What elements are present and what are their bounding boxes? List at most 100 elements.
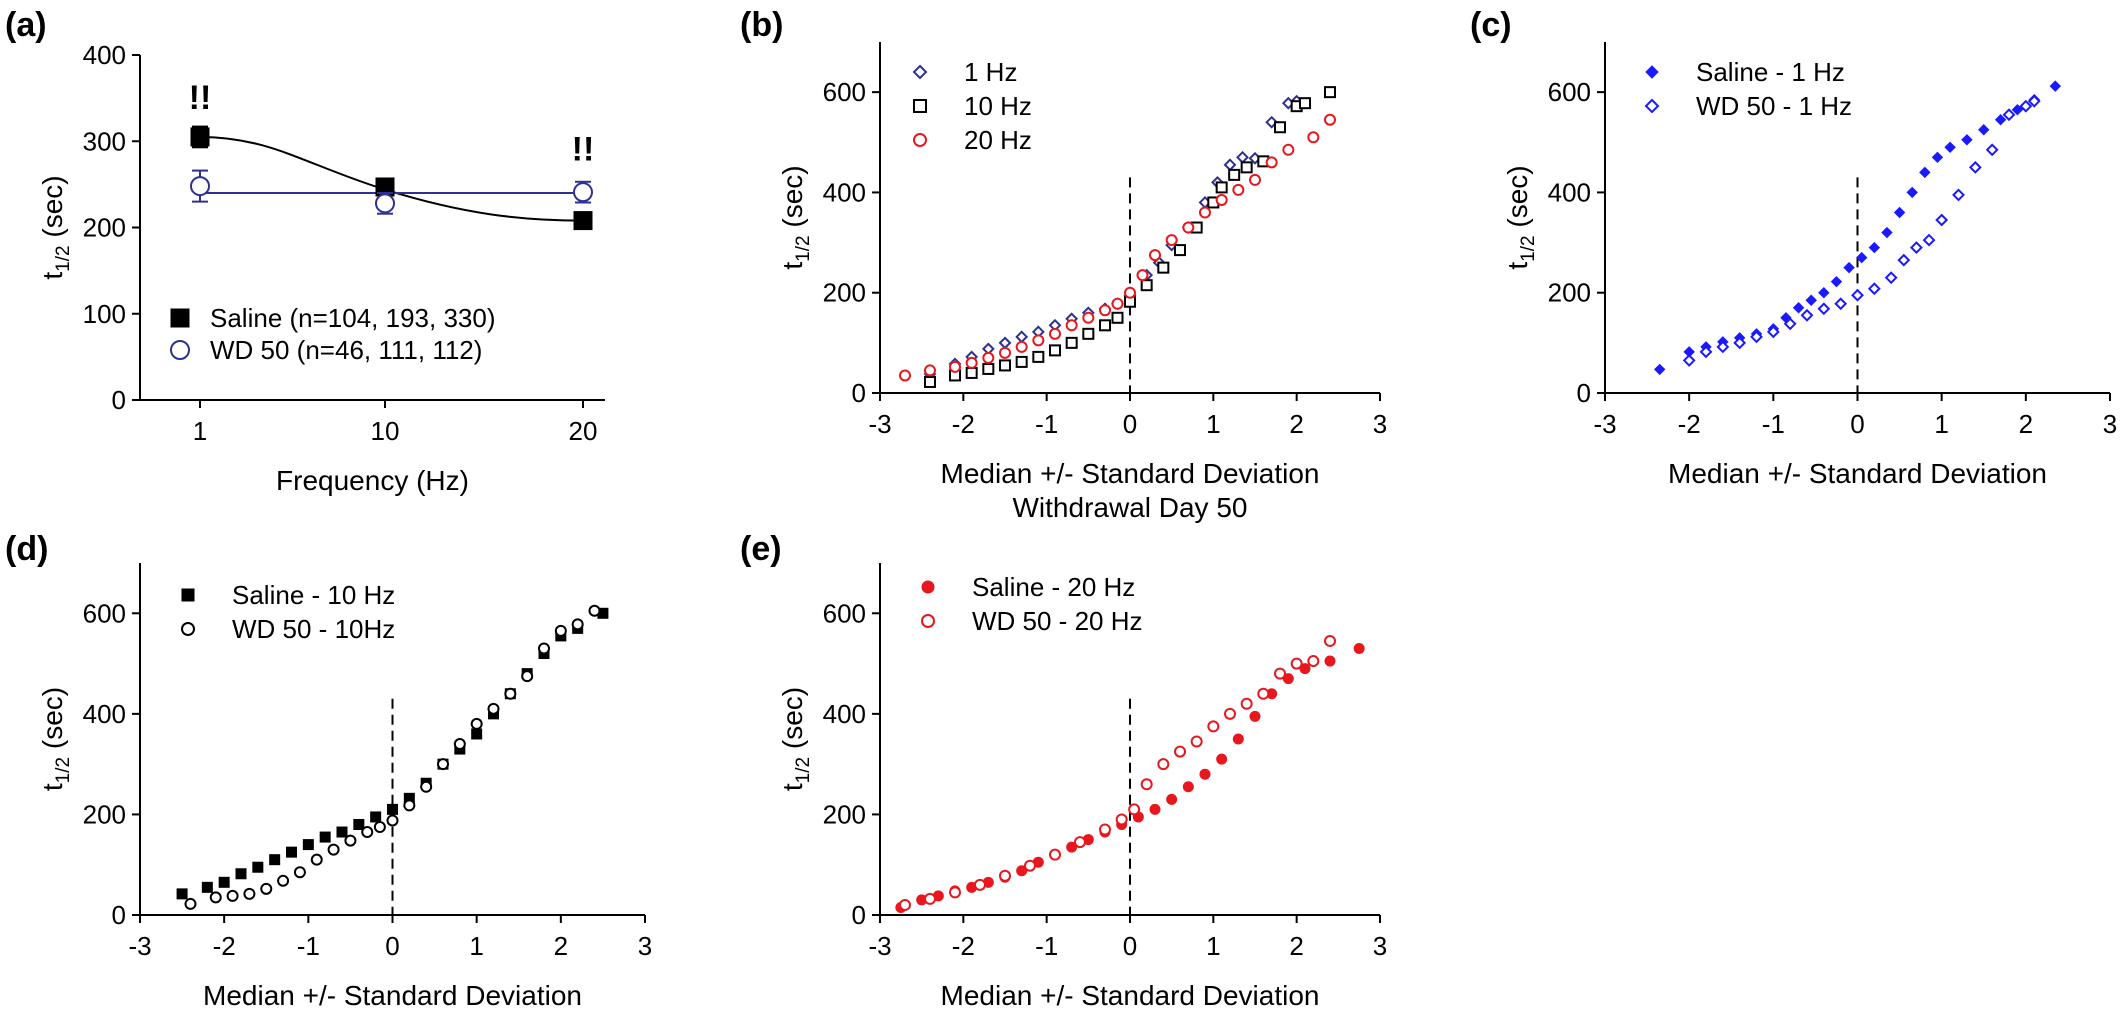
data-point bbox=[1157, 261, 1170, 274]
legend-label: WD 50 - 1 Hz bbox=[1696, 91, 1852, 121]
y-tick-label: 200 bbox=[1548, 278, 1591, 308]
data-point bbox=[1733, 336, 1747, 350]
data-point bbox=[1082, 311, 1095, 324]
data-point bbox=[1236, 150, 1249, 164]
data-point bbox=[1215, 193, 1228, 206]
data-point bbox=[327, 843, 340, 856]
data-point bbox=[1716, 340, 1730, 354]
panel-b: (b) 0 200 400 600 -3 -2 -1 0 1 2 3 Median +/- Standa… bbox=[740, 6, 1387, 523]
data-point bbox=[1282, 143, 1295, 156]
x-tick-label: 0 bbox=[1850, 409, 1864, 439]
y-tick-label: 600 bbox=[1548, 77, 1591, 107]
legend-marker bbox=[913, 99, 927, 113]
data-point bbox=[1324, 86, 1336, 99]
x-tick-label: 0 bbox=[1123, 931, 1137, 961]
x-axis-label: Frequency (Hz) bbox=[276, 465, 469, 496]
data-point bbox=[1353, 642, 1365, 654]
y-tick-label: 0 bbox=[852, 378, 866, 408]
data-point bbox=[2049, 80, 2061, 92]
series-1 bbox=[895, 642, 1365, 913]
data-point bbox=[243, 887, 256, 900]
data-point bbox=[1224, 707, 1236, 720]
data-point bbox=[1115, 813, 1128, 826]
x-tick-label: 1 bbox=[193, 416, 207, 446]
data-point bbox=[999, 869, 1011, 882]
data-point bbox=[1215, 181, 1228, 194]
x-tick-label: 3 bbox=[1373, 931, 1387, 961]
data-point bbox=[1174, 244, 1186, 257]
data-point bbox=[1274, 121, 1286, 134]
legend-label: Saline - 1 Hz bbox=[1696, 57, 1845, 87]
data-point bbox=[1199, 768, 1211, 780]
data-point bbox=[1249, 173, 1261, 186]
data-point bbox=[899, 898, 911, 911]
x-tick-label: 3 bbox=[2103, 409, 2117, 439]
data-point bbox=[1290, 657, 1303, 670]
data-point bbox=[1818, 287, 1830, 299]
data-point bbox=[1944, 141, 1956, 154]
data-point bbox=[999, 359, 1011, 372]
data-point bbox=[1307, 131, 1320, 144]
x-axis-label: Median +/- Standard Deviation bbox=[1668, 458, 2047, 489]
data-point bbox=[1249, 710, 1261, 722]
data-point bbox=[1015, 355, 1028, 368]
data-point bbox=[1961, 134, 1973, 146]
data-point bbox=[1307, 655, 1320, 668]
legend-label: 20 Hz bbox=[964, 125, 1032, 155]
data-point bbox=[1654, 363, 1666, 376]
data-point bbox=[226, 889, 239, 902]
data-point bbox=[1324, 655, 1336, 667]
data-point bbox=[1124, 286, 1136, 299]
x-axis-label: Median +/- Standard Deviation bbox=[941, 980, 1320, 1011]
data-point bbox=[1324, 113, 1336, 126]
panel-label: (c) bbox=[1470, 6, 1512, 44]
x-tick-label: -3 bbox=[128, 931, 151, 961]
data-point bbox=[1032, 350, 1045, 363]
data-point bbox=[370, 811, 382, 823]
x-tick-label: -3 bbox=[868, 931, 891, 961]
data-point bbox=[899, 369, 911, 382]
x-tick-label: 1 bbox=[1206, 931, 1220, 961]
data-point bbox=[554, 624, 567, 637]
data-point bbox=[1935, 213, 1949, 227]
data-point bbox=[269, 854, 281, 866]
data-point bbox=[1817, 302, 1831, 316]
series-3 bbox=[899, 113, 1336, 382]
data-point bbox=[1851, 288, 1864, 302]
data-point bbox=[2027, 94, 2041, 108]
y-tick-label: 400 bbox=[83, 699, 126, 729]
data-point bbox=[1182, 781, 1194, 793]
data-point bbox=[361, 826, 374, 839]
data-point bbox=[1994, 114, 2007, 126]
x-axis-label-2: Withdrawal Day 50 bbox=[1013, 492, 1248, 523]
data-point bbox=[235, 868, 247, 880]
panel-c: (c) 0 200 400 600 -3 -2 -1 0 1 2 3 Median +/- Standa… bbox=[1470, 6, 2117, 489]
x-tick-label: 10 bbox=[371, 416, 400, 446]
data-point bbox=[387, 803, 398, 815]
data-point bbox=[521, 670, 534, 683]
data-point bbox=[310, 853, 323, 866]
data-point bbox=[1919, 166, 1931, 179]
data-point bbox=[344, 834, 357, 847]
x-axis-label: Median +/- Standard Deviation bbox=[203, 980, 582, 1011]
data-point bbox=[218, 876, 230, 888]
legend-marker bbox=[921, 614, 935, 628]
y-tick-label: 400 bbox=[823, 177, 866, 207]
data-point bbox=[1867, 282, 1881, 296]
series-2 bbox=[924, 86, 1336, 388]
data-point bbox=[999, 346, 1011, 359]
data-point bbox=[1157, 758, 1170, 771]
data-point bbox=[1910, 241, 1923, 254]
x-tick-label: -3 bbox=[868, 409, 891, 439]
data-point bbox=[949, 886, 961, 899]
data-point bbox=[1149, 249, 1161, 262]
data-point bbox=[420, 780, 433, 793]
data-point bbox=[1199, 206, 1211, 219]
y-tick-label: 600 bbox=[823, 77, 866, 107]
data-point bbox=[1699, 345, 1713, 359]
x-tick-label: 0 bbox=[1123, 409, 1137, 439]
data-point bbox=[924, 892, 936, 905]
data-point bbox=[1805, 294, 1817, 306]
x-tick-label: 1 bbox=[469, 931, 483, 961]
data-point bbox=[1099, 823, 1111, 836]
